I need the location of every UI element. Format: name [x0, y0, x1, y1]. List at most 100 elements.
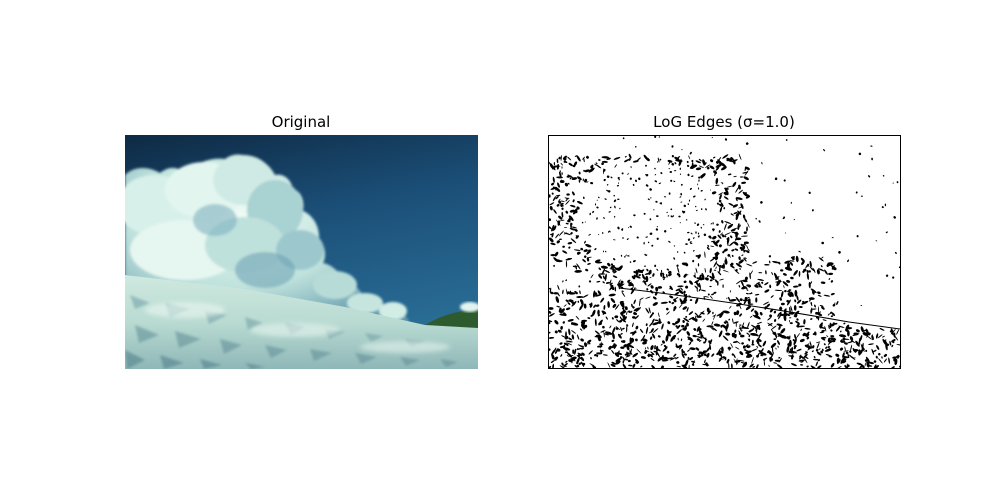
edge-speck [843, 322, 846, 325]
edge-speck [730, 235, 733, 239]
edge-speck [567, 156, 572, 161]
edge-speck [758, 332, 762, 337]
edge-speck [563, 365, 568, 367]
edge-speck [810, 302, 813, 305]
edge-speck [644, 347, 647, 350]
edge-speck [654, 319, 659, 322]
edge-speck [788, 267, 792, 271]
edge-speck [666, 273, 668, 278]
edge-speck [701, 272, 705, 280]
edge-speck [673, 180, 676, 183]
edge-speck [713, 170, 717, 175]
edge-speck [746, 296, 750, 299]
edge-speck [549, 365, 552, 368]
edge-speck [709, 275, 715, 281]
edge-speck [747, 248, 750, 252]
edge-speck [559, 179, 563, 183]
edge-speck [752, 366, 756, 368]
edge-speck [858, 337, 861, 346]
edge-speck [746, 345, 751, 349]
edge-speck [858, 349, 864, 356]
edge-speck [576, 201, 583, 205]
edge-speck [707, 310, 712, 315]
edge-speck [723, 207, 726, 210]
edge-speck [718, 192, 724, 196]
edge-speck [626, 351, 629, 357]
edge-speck [609, 268, 616, 271]
edge-speck [629, 348, 632, 356]
edge-speck [755, 325, 757, 330]
edge-speck [617, 182, 620, 184]
edge-speck [573, 208, 578, 215]
edge-speck [608, 230, 611, 233]
edge-speck [668, 240, 671, 243]
edge-speck [811, 350, 814, 353]
edge-speck [622, 363, 627, 368]
edge-speck [605, 250, 607, 253]
edge-speck [644, 350, 648, 354]
edge-speck [744, 218, 748, 223]
edge-speck [582, 156, 586, 160]
edge-speck [828, 338, 832, 346]
edge-speck [597, 196, 600, 199]
edge-speck [755, 314, 761, 320]
edge-speck [754, 284, 759, 288]
edge-speck [619, 283, 625, 288]
edge-speck [798, 250, 801, 253]
edge-speck [732, 318, 734, 323]
edge-speck [698, 288, 702, 292]
edge-speck [581, 322, 584, 328]
edge-speck [638, 177, 641, 181]
edge-speck [743, 300, 747, 305]
edge-speck [601, 160, 608, 163]
edge-speck [683, 280, 687, 284]
edge-speck [720, 182, 724, 184]
edge-speck [579, 328, 583, 331]
edge-speck [739, 324, 742, 326]
edge-speck [774, 289, 783, 292]
edge-speck [586, 155, 589, 159]
edge-speck [810, 365, 817, 368]
edge-speck [604, 198, 607, 200]
edge-speck [751, 339, 754, 345]
edge-speck [613, 270, 617, 274]
edge-speck [815, 348, 819, 352]
edge-speck [771, 325, 777, 330]
edge-speck [705, 346, 711, 353]
edge-speck [800, 361, 804, 363]
edge-speck [679, 303, 683, 309]
edge-speck [560, 354, 563, 357]
edge-speck [784, 232, 787, 234]
edge-speck [684, 325, 687, 332]
edge-speck [783, 313, 787, 322]
edge-speck [612, 332, 615, 340]
edge-speck [844, 342, 848, 345]
edge-speck [812, 358, 819, 361]
edge-speck [710, 223, 712, 225]
edge-speck [676, 361, 680, 364]
edge-speck [798, 306, 803, 308]
edge-speck [715, 177, 719, 185]
edge-speck [669, 285, 673, 291]
edge-speck [675, 155, 681, 161]
edge-speck [629, 331, 637, 334]
edge-speck [563, 363, 568, 367]
edge-speck [709, 285, 712, 288]
edge-speck [614, 304, 620, 310]
edge-speck [634, 315, 639, 320]
edge-speck [622, 137, 625, 140]
edge-speck [796, 348, 802, 352]
edge-speck [892, 341, 895, 344]
edge-speck [867, 365, 873, 367]
edge-speck [830, 280, 834, 283]
edge-speck [668, 300, 671, 304]
edge-speck [811, 209, 814, 212]
edge-speck [578, 171, 581, 175]
edge-speck [620, 318, 627, 323]
edge-speck [573, 161, 578, 167]
edge-speck [668, 160, 671, 165]
edge-speck [656, 161, 659, 163]
edge-speck [668, 270, 672, 274]
edge-speck [549, 348, 551, 351]
edge-speck [658, 136, 661, 138]
